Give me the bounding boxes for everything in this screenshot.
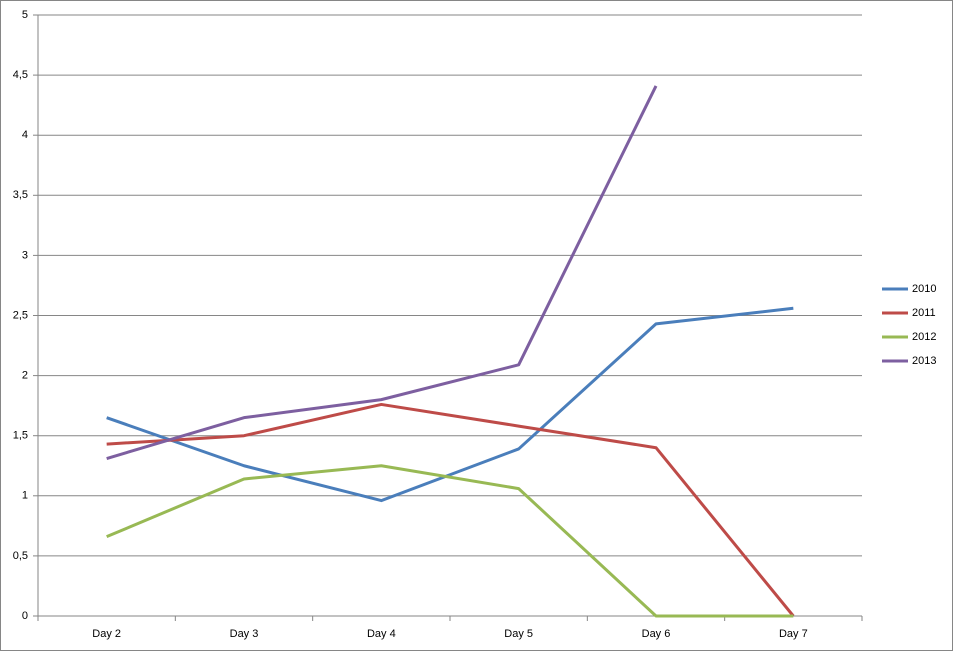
y-tick-label: 1,5 [13,430,28,442]
series-line [106,402,795,617]
y-tick-label: 2,5 [13,309,28,321]
y-tick-label: 5 [22,9,28,21]
x-tick-label: Day 5 [504,628,533,640]
legend-label: 2013 [912,355,936,367]
legend-label: 2010 [912,283,936,295]
legend-label: 2012 [912,331,936,343]
series-line [106,464,794,618]
y-tick-label: 1 [22,490,28,502]
y-tick-label: 3 [22,249,28,261]
y-tick-label: 4 [22,129,28,141]
series-line [106,306,794,503]
x-tick-label: Day 4 [367,628,396,640]
y-tick-label: 0,5 [13,550,28,562]
legend-label: 2011 [912,307,936,319]
series-line [106,85,658,460]
y-tick-label: 3,5 [13,189,28,201]
y-tick-label: 4,5 [13,69,28,81]
y-tick-label: 2 [22,370,28,382]
x-tick-label: Day 3 [230,628,259,640]
x-tick-label: Day 7 [779,628,808,640]
x-tick-label: Day 6 [642,628,671,640]
x-tick-label: Day 2 [92,628,121,640]
y-tick-label: 0 [22,610,28,622]
